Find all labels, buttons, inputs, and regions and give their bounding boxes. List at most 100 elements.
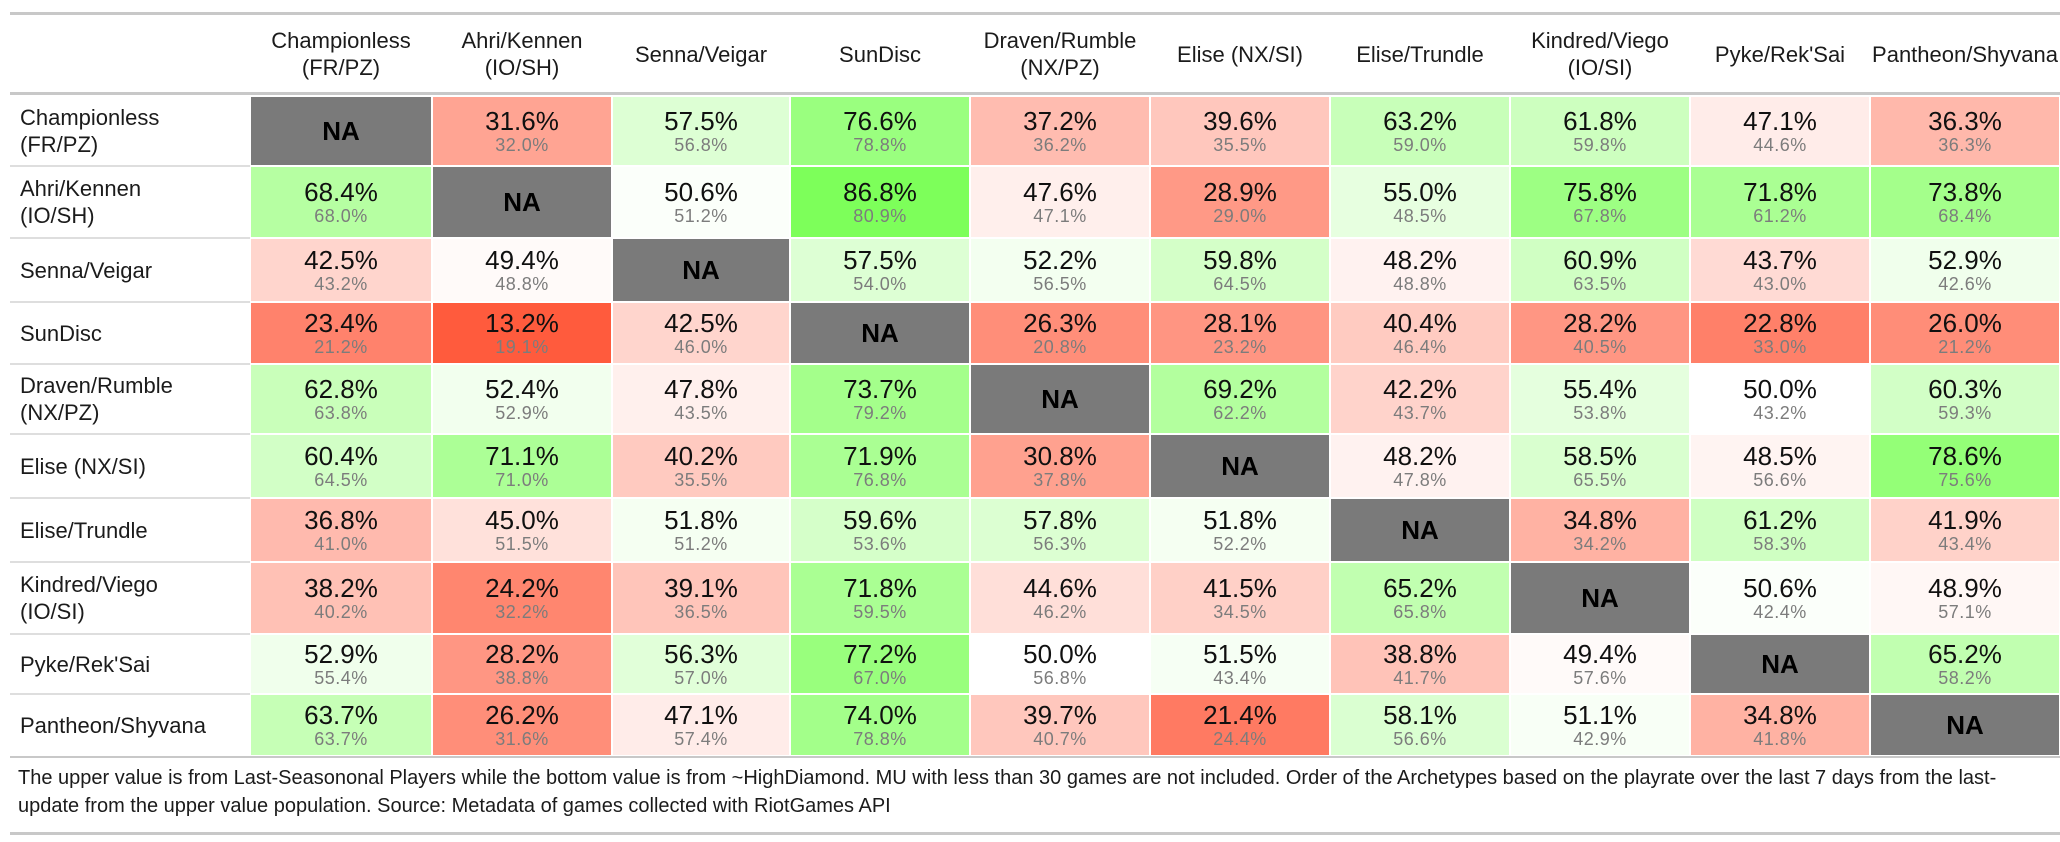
matchup-cell: 62.8% 63.8%	[251, 365, 431, 433]
upper-value: 48.2%	[1383, 441, 1457, 471]
matchup-cell: 51.8% 51.2%	[613, 499, 789, 561]
lower-value: 53.8%	[1573, 403, 1627, 423]
upper-value: 57.8%	[1023, 505, 1097, 535]
lower-value: 53.6%	[853, 534, 907, 554]
row-separator	[10, 497, 250, 499]
na-label: NA	[1401, 515, 1439, 545]
upper-value: 48.5%	[1743, 441, 1817, 471]
lower-value: 64.5%	[314, 470, 368, 490]
lower-value: 58.3%	[1753, 534, 1807, 554]
matchup-cell-na: NA	[1691, 635, 1869, 693]
upper-value: 39.1%	[664, 573, 738, 603]
matchup-cell: 36.3% 36.3%	[1871, 97, 2059, 165]
lower-value: 46.0%	[674, 337, 728, 357]
lower-value: 43.0%	[1753, 274, 1807, 294]
matchup-cell: 50.6% 42.4%	[1691, 563, 1869, 633]
bottom-rule	[10, 832, 2060, 835]
lower-value: 44.6%	[1753, 135, 1807, 155]
matchup-cell: 49.4% 48.8%	[433, 239, 611, 301]
lower-value: 68.4%	[1938, 206, 1992, 226]
lower-value: 32.0%	[495, 135, 549, 155]
lower-value: 54.0%	[853, 274, 907, 294]
matchup-cell-na: NA	[251, 97, 431, 165]
upper-value: 28.9%	[1203, 177, 1277, 207]
lower-value: 41.7%	[1393, 668, 1447, 688]
table-bottom-rule	[10, 756, 2060, 758]
lower-value: 36.3%	[1938, 135, 1992, 155]
matchup-cell-na: NA	[1151, 435, 1329, 497]
lower-value: 57.0%	[674, 668, 728, 688]
upper-value: 68.4%	[304, 177, 378, 207]
matchup-cell: 47.1% 57.4%	[613, 695, 789, 755]
na-label: NA	[1581, 583, 1619, 613]
lower-value: 20.8%	[1033, 337, 1087, 357]
matchup-cell: 26.0% 21.2%	[1871, 303, 2059, 363]
upper-value: 71.1%	[485, 441, 559, 471]
matchup-cell: 63.7% 63.7%	[251, 695, 431, 755]
upper-value: 48.2%	[1383, 245, 1457, 275]
row-separator	[10, 301, 250, 303]
lower-value: 35.5%	[674, 470, 728, 490]
lower-value: 63.5%	[1573, 274, 1627, 294]
upper-value: 55.4%	[1563, 374, 1637, 404]
lower-value: 78.8%	[853, 729, 907, 749]
lower-value: 59.0%	[1393, 135, 1447, 155]
lower-value: 78.8%	[853, 135, 907, 155]
lower-value: 56.6%	[1753, 470, 1807, 490]
column-header: Draven/Rumble (NX/PZ)	[983, 28, 1137, 80]
lower-value: 65.8%	[1393, 602, 1447, 622]
matchup-cell: 42.5% 43.2%	[251, 239, 431, 301]
lower-value: 31.6%	[495, 729, 549, 749]
lower-value: 24.4%	[1213, 729, 1267, 749]
upper-value: 40.4%	[1383, 308, 1457, 338]
upper-value: 58.1%	[1383, 700, 1457, 730]
upper-value: 40.2%	[664, 441, 738, 471]
lower-value: 59.8%	[1573, 135, 1627, 155]
matchup-cell: 51.1% 42.9%	[1511, 695, 1689, 755]
upper-value: 26.3%	[1023, 308, 1097, 338]
upper-value: 36.8%	[304, 505, 378, 535]
upper-value: 31.6%	[485, 106, 559, 136]
lower-value: 64.5%	[1213, 274, 1267, 294]
upper-value: 73.8%	[1928, 177, 2002, 207]
upper-value: 52.9%	[304, 639, 378, 669]
lower-value: 48.8%	[1393, 274, 1447, 294]
matchup-cell: 48.9% 57.1%	[1871, 563, 2059, 633]
matchup-cell: 65.2% 58.2%	[1871, 635, 2059, 693]
lower-value: 34.5%	[1213, 602, 1267, 622]
upper-value: 50.0%	[1023, 639, 1097, 669]
upper-value: 23.4%	[304, 308, 378, 338]
row-header: Pyke/Rek'Sai	[20, 651, 151, 677]
upper-value: 77.2%	[843, 639, 917, 669]
matchup-cell: 45.0% 51.5%	[433, 499, 611, 561]
na-label: NA	[682, 255, 720, 285]
upper-value: 61.2%	[1743, 505, 1817, 535]
matchup-cell: 61.2% 58.3%	[1691, 499, 1869, 561]
row-separator	[10, 237, 250, 239]
upper-value: 21.4%	[1203, 700, 1277, 730]
lower-value: 58.2%	[1938, 668, 1992, 688]
upper-value: 30.8%	[1023, 441, 1097, 471]
matchup-cell: 71.8% 61.2%	[1691, 167, 1869, 237]
matchup-cell-na: NA	[1871, 695, 2059, 755]
matchup-cell: 50.0% 43.2%	[1691, 365, 1869, 433]
lower-value: 23.2%	[1213, 337, 1267, 357]
matchup-cell: 51.5% 43.4%	[1151, 635, 1329, 693]
matchup-cell: 37.2% 36.2%	[971, 97, 1149, 165]
upper-value: 60.3%	[1928, 374, 2002, 404]
upper-value: 58.5%	[1563, 441, 1637, 471]
lower-value: 32.2%	[495, 602, 549, 622]
lower-value: 52.2%	[1213, 534, 1267, 554]
lower-value: 42.9%	[1573, 729, 1627, 749]
matchup-cell-na: NA	[613, 239, 789, 301]
matchup-cell: 47.1% 44.6%	[1691, 97, 1869, 165]
lower-value: 57.4%	[674, 729, 728, 749]
matchup-cell-na: NA	[1511, 563, 1689, 633]
matchup-cell: 55.0% 48.5%	[1331, 167, 1509, 237]
upper-value: 47.1%	[1743, 106, 1817, 136]
row-header: Kindred/Viego (IO/SI)	[20, 572, 158, 624]
lower-value: 21.2%	[314, 337, 368, 357]
matchup-cell: 28.1% 23.2%	[1151, 303, 1329, 363]
upper-value: 49.4%	[485, 245, 559, 275]
lower-value: 76.8%	[853, 470, 907, 490]
